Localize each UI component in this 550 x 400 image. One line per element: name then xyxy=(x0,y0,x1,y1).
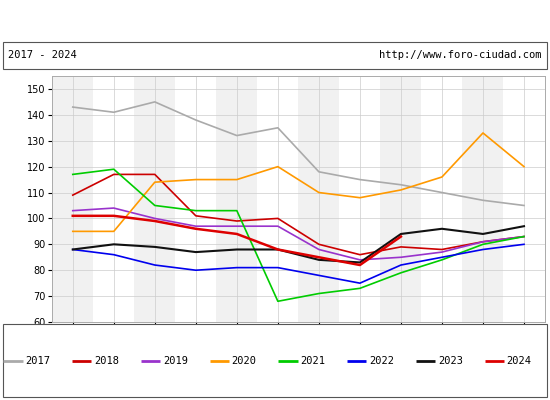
Bar xyxy=(134,76,175,322)
Text: 2020: 2020 xyxy=(232,356,257,366)
Bar xyxy=(52,76,94,322)
Bar xyxy=(298,76,339,322)
Text: 2022: 2022 xyxy=(369,356,394,366)
Text: 2019: 2019 xyxy=(163,356,188,366)
Text: Evolucion del paro registrado en Pantón: Evolucion del paro registrado en Pantón xyxy=(112,14,438,28)
Text: 2023: 2023 xyxy=(438,356,463,366)
Text: 2024: 2024 xyxy=(507,356,532,366)
Text: 2017: 2017 xyxy=(25,356,51,366)
Text: 2017 - 2024: 2017 - 2024 xyxy=(8,50,77,60)
Bar xyxy=(463,76,503,322)
Text: 2021: 2021 xyxy=(300,356,326,366)
Bar xyxy=(381,76,421,322)
Text: 2018: 2018 xyxy=(94,356,119,366)
Bar xyxy=(216,76,257,322)
Text: http://www.foro-ciudad.com: http://www.foro-ciudad.com xyxy=(379,50,542,60)
